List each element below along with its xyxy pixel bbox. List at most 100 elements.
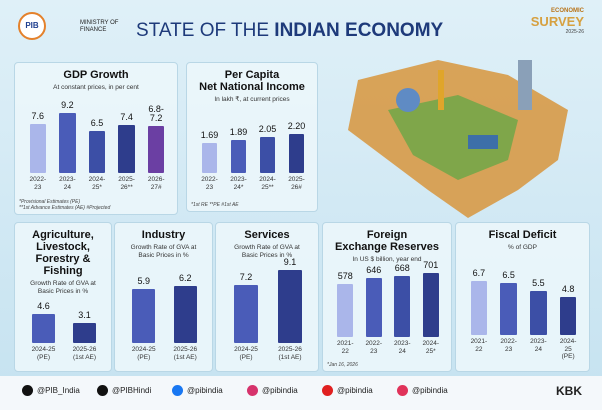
x-tick-label: 2022- 23 [365,340,383,355]
value-label: 578 [337,271,353,282]
footer-bar [0,376,602,410]
x-tick-label: 2021- 22 [336,340,354,355]
value-label: 646 [366,265,382,276]
value-label: 1.89 [229,126,248,137]
chart-panel: Services Growth Rate of GVA at Basic Pric… [215,222,319,372]
x-tick-label: 2023- 24 [393,340,411,355]
bar [32,313,55,343]
survey-logo: ECONOMIC SURVEY 2025-26 [520,8,584,35]
chart-subtitle: Growth Rate of GVA at Basic Prices in % [130,244,197,259]
x-tick-label: 2025-26 (1st AE) [72,346,97,361]
social-handle: @pibindia [187,386,223,395]
pib-logo: PIB [18,12,46,40]
social-handle: @PIB_India [37,386,80,395]
social-icon [22,385,33,396]
chart-title: Industry [141,229,186,241]
chart-note: *Provisional Estimates (PE) **1st Advanc… [19,199,111,211]
value-label: 701 [423,260,439,271]
survey-year: 2025-26 [565,29,584,35]
x-tick-label: 2024-25 (PE) [31,346,56,361]
x-tick-label: 2021- 22 [470,338,488,353]
x-tick-label: 2022- 23 [201,176,218,191]
chart-title: Fiscal Deficit [488,229,557,241]
chart-subtitle: Growth Rate of GVA at Basic Prices in % [30,280,96,295]
social-handle: @pibindia [262,386,298,395]
bar [29,123,46,173]
chart-title: Foreign Exchange Reserves [335,229,439,253]
x-tick-label: 2024-25 (PE) [234,346,258,361]
bar [559,296,577,335]
social-icon [172,385,183,396]
bar [422,273,439,337]
bar [337,284,354,337]
chart-panel: GDP Growth At constant prices, in per cen… [14,62,178,215]
chart-title: Agriculture, Livestock, Forestry & Fishi… [32,229,94,277]
chart-subtitle: % of GDP [508,244,537,251]
chart-note: *1st RE **PE #1st AE [191,202,239,208]
chart-panel: Fiscal Deficit % of GDP 6.7 2021- 22 6.5 2022… [455,222,590,372]
survey-line: ECONOMIC [551,8,584,14]
ministry-name: MINISTRY OF FINANCE [80,20,119,33]
bar [59,113,76,173]
x-tick-label: 2022- 23 [29,176,47,191]
bar [500,283,517,335]
bar [201,143,218,173]
value-label: 6.2 [178,272,192,283]
social-handle: @PIBHindi [112,386,152,395]
value-label: 9.1 [283,257,297,268]
chart-panel: Foreign Exchange Reserves In US $ billion… [322,222,452,372]
value-label: 6.5 [502,270,515,280]
x-tick-label: 2025- 26** [118,176,135,191]
bar [288,134,305,173]
value-label: 7.6 [31,110,45,121]
value-label: 6.5 [90,117,104,128]
x-tick-label: 2024- 25* [88,176,106,191]
social-icon [322,385,333,396]
bar [259,136,276,173]
title-bold: INDIAN ECONOMY [274,20,444,41]
x-tick-label: 2023- 24 [530,338,547,353]
x-tick-label: 2025-26 (1st AE) [173,346,198,361]
x-tick-label: 2026- 27# [147,176,165,191]
value-label: 4.8 [561,283,575,294]
social-handle: @pibindia [337,386,373,395]
x-tick-label: 2024- 25* [422,340,440,355]
bar [173,285,197,343]
value-label: 6.8- 7.2 [148,104,164,124]
chart-panel: Industry Growth Rate of GVA at Basic Pric… [114,222,213,372]
survey-line: SURVEY [530,14,584,29]
social-icon [397,385,408,396]
value-label: 1.69 [200,130,219,141]
chart-subtitle: At constant prices, in per cent [53,84,139,91]
x-tick-label: 2022- 23 [500,338,517,353]
value-label: 7.4 [120,111,133,122]
social-icon [247,385,258,396]
chart-note: *Jan 16, 2026 [327,362,358,368]
bar [118,124,135,173]
social-handle: @pibindia [412,386,448,395]
value-label: 6.7 [472,268,486,279]
bar [148,126,165,173]
chart-title: Services [244,229,290,241]
title-light: STATE OF THE [136,20,270,41]
x-tick-label: 2023- 24 [59,176,76,191]
value-label: 7.2 [239,272,253,283]
bar [88,130,106,173]
chart-title: Per Capita Net National Income [199,69,305,93]
bar [233,285,259,343]
chart-panel: Per Capita Net National Income In lakh ₹,… [186,62,318,212]
x-tick-label: 2023- 24* [230,176,247,191]
chart-subtitle: In US $ billion, year end [352,256,422,263]
footer-brand: KBK [556,384,582,398]
value-label: 9.2 [61,100,74,111]
value-label: 668 [394,263,410,274]
bar [470,281,488,335]
bar [530,291,547,335]
bar [132,288,156,343]
chart-subtitle: In lakh ₹, at current prices [214,96,290,103]
social-icon [97,385,108,396]
value-label: 3.1 [78,310,91,321]
page-title: STATE OF THE INDIAN ECONOMY [136,20,443,42]
x-tick-label: 2024- 25 (PE) [559,338,577,360]
